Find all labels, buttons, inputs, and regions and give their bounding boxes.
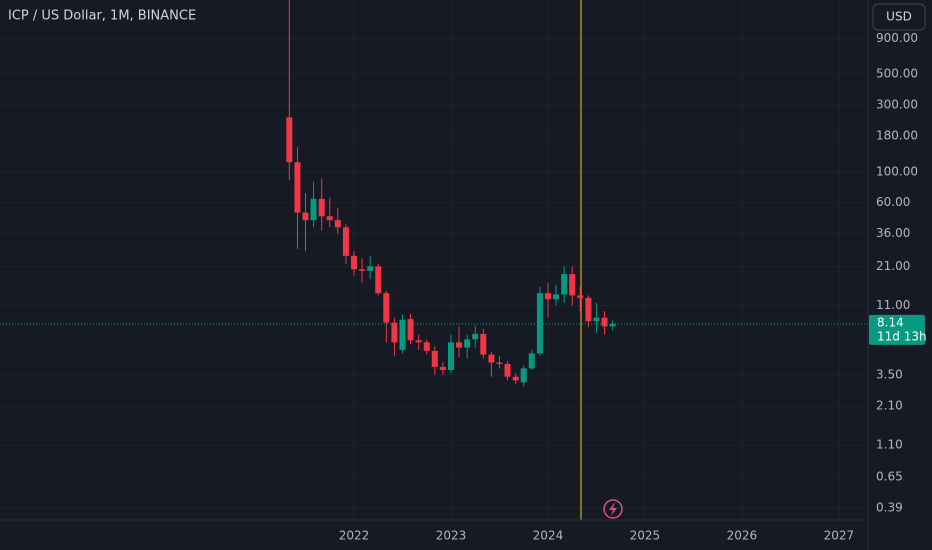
x-tick-label: 2026 [727,529,758,543]
candle-body [431,350,438,367]
y-tick-label: 180.00 [876,129,918,143]
y-tick-label: 11.00 [876,298,910,312]
y-tick-label: 2.10 [876,398,903,412]
candle-body [488,354,495,363]
x-tick-label: 2022 [339,529,370,543]
candle-body [480,333,487,355]
candle-body [350,255,357,270]
axes: 900.00 500.00 300.00 180.00 100.00 60.00 36.00… [339,31,918,542]
candle-body [391,322,398,343]
candle-body [423,342,430,351]
candle-body [286,117,293,163]
chart-title: ICP / US Dollar, 1M, BINANCE [8,9,196,24]
candle-body [310,198,317,221]
candle-body [569,274,576,296]
candle-body [577,295,584,298]
x-tick-label: 2027 [824,529,855,543]
candle-body [585,297,592,322]
candle-body [520,368,527,383]
countdown-label: 11d 13h [877,329,927,343]
candle-body [439,366,446,370]
x-tick-label: 2024 [533,529,564,543]
candle-body [407,319,414,341]
candle-body [302,212,309,221]
y-tick-label: 0.65 [876,470,903,484]
candles [0,0,868,387]
y-tick-label: 36.00 [876,226,910,240]
candle-body [601,317,608,327]
candle-body [553,294,560,300]
y-tick-label: 1.10 [876,438,903,452]
alert-icon[interactable] [603,499,623,519]
candle-body [593,317,600,322]
currency-button[interactable] [872,3,926,31]
candle-body [528,353,535,369]
candle-body [472,333,479,340]
candle-body [561,274,568,295]
candle-body [464,339,471,348]
y-tick-label: 900.00 [876,31,918,45]
candle-body [383,293,390,323]
x-tick-label: 2025 [630,529,661,543]
candle-body [512,376,519,381]
alert-icon-ring[interactable] [603,499,623,519]
candle-body [415,340,422,343]
alert-icon-bolt[interactable] [609,502,617,516]
candle-body [359,269,366,271]
candle-body [447,342,454,370]
candle-body [367,266,374,271]
last-price-label: 8.14 [877,315,904,329]
candle-body [375,266,382,294]
candle-body [456,342,463,348]
x-tick-label: 2023 [436,529,467,543]
candle-body [294,162,301,213]
y-tick-label: 0.39 [876,501,903,515]
y-tick-label: 21.00 [876,259,910,273]
candle-body [609,323,616,327]
y-tick-label: 3.50 [876,367,903,381]
candle-body [544,293,551,300]
grid [0,0,868,520]
y-tick-label: 100.00 [876,164,918,178]
y-tick-label: 60.00 [876,195,910,209]
candle-body [342,227,349,256]
candle-body [399,319,406,350]
last-price-box [869,314,925,345]
candle-body [536,293,543,354]
candle-body [326,216,333,221]
currency-label[interactable]: USD [886,10,912,24]
candle-body [496,362,503,364]
candle-body [318,198,325,217]
candle-body [504,363,511,377]
y-tick-label: 500.00 [876,67,918,81]
y-tick-label: 300.00 [876,98,918,112]
candle-body [334,220,341,228]
